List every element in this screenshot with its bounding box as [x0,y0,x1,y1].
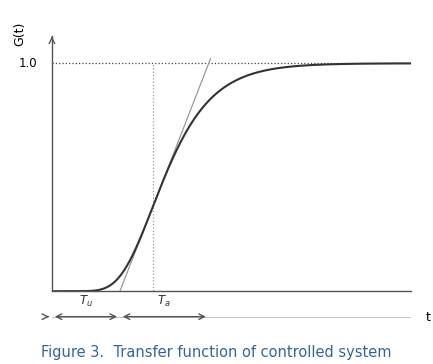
Text: t [ms]: t [ms] [426,310,433,323]
Text: G(t): G(t) [13,21,26,46]
Text: $T_a$: $T_a$ [158,294,171,309]
Text: $T_u$: $T_u$ [79,294,93,309]
Text: Figure 3.  Transfer function of controlled system: Figure 3. Transfer function of controlle… [41,345,392,360]
Text: 1.0: 1.0 [19,57,38,70]
